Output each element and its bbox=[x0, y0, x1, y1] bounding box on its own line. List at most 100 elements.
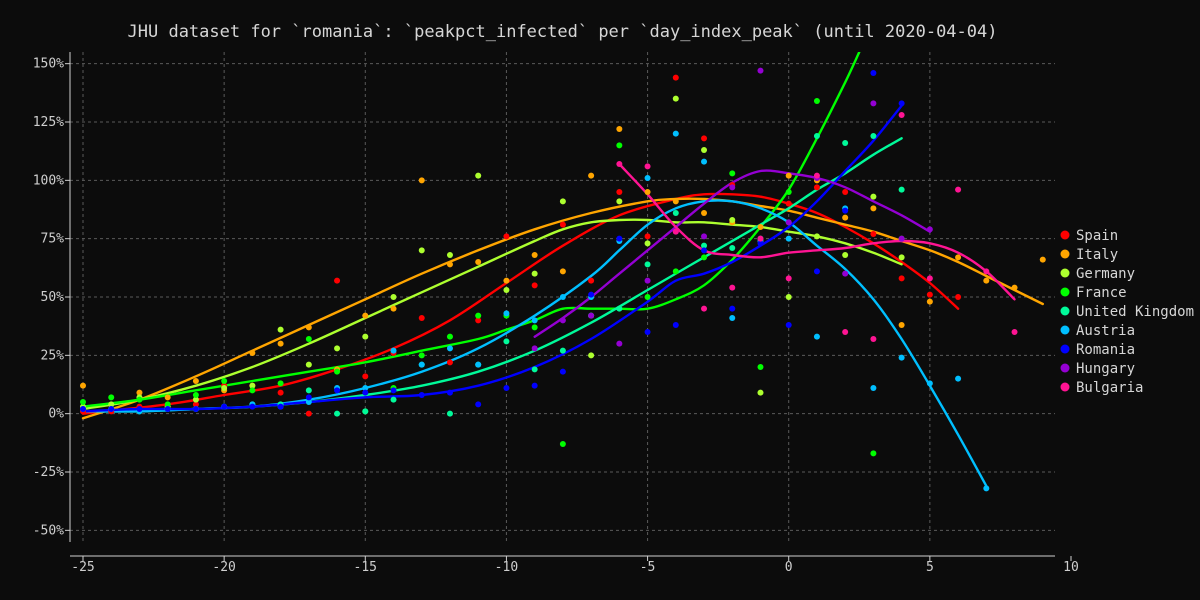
point-hungary bbox=[644, 277, 651, 284]
point-italy bbox=[531, 252, 538, 258]
point-romania bbox=[446, 389, 453, 396]
point-austria bbox=[362, 385, 369, 391]
point-romania bbox=[221, 403, 228, 410]
point-italy bbox=[305, 324, 312, 331]
point-germany bbox=[559, 198, 566, 205]
point-hungary bbox=[701, 233, 708, 240]
point-romania bbox=[503, 385, 510, 391]
trend-line-united-kingdom bbox=[81, 137, 903, 413]
point-austria bbox=[390, 347, 397, 354]
point-italy bbox=[644, 189, 651, 195]
trend-line-spain bbox=[81, 192, 960, 415]
point-united-kingdom bbox=[701, 242, 708, 249]
point-austria bbox=[813, 333, 820, 340]
point-romania bbox=[701, 247, 708, 254]
point-germany bbox=[362, 333, 369, 340]
point-germany bbox=[870, 193, 877, 200]
point-austria bbox=[898, 354, 905, 361]
point-bulgaria bbox=[672, 228, 679, 235]
point-austria bbox=[955, 375, 962, 382]
point-romania bbox=[588, 291, 595, 298]
point-france bbox=[418, 352, 425, 359]
point-spain bbox=[644, 233, 651, 240]
point-austria bbox=[446, 345, 453, 352]
point-romania bbox=[192, 406, 199, 412]
point-romania bbox=[418, 392, 425, 398]
point-italy bbox=[898, 322, 905, 328]
point-hungary bbox=[559, 317, 566, 324]
point-spain bbox=[334, 277, 341, 284]
legend-label-hungary: Hungary bbox=[1076, 361, 1135, 377]
point-germany bbox=[418, 247, 425, 254]
point-romania bbox=[108, 406, 115, 412]
point-germany bbox=[898, 254, 905, 261]
point-germany bbox=[842, 252, 849, 258]
trend-line-romania bbox=[81, 104, 903, 413]
point-romania bbox=[559, 368, 566, 375]
point-united-kingdom bbox=[334, 410, 341, 417]
point-austria bbox=[305, 399, 312, 405]
point-hungary bbox=[757, 67, 764, 74]
legend-label-france: France bbox=[1076, 285, 1127, 301]
point-italy bbox=[80, 382, 86, 389]
point-bulgaria bbox=[842, 329, 849, 335]
point-hungary bbox=[842, 270, 849, 277]
point-bulgaria bbox=[644, 163, 651, 170]
point-italy bbox=[362, 312, 369, 319]
point-germany bbox=[277, 326, 284, 333]
point-france bbox=[108, 394, 115, 401]
y-tick-label: 125% bbox=[33, 115, 64, 130]
y-tick-label: 75% bbox=[41, 232, 65, 247]
point-united-kingdom bbox=[898, 186, 905, 193]
x-tick-label: 5 bbox=[926, 560, 934, 575]
point-spain bbox=[842, 189, 849, 195]
point-romania bbox=[249, 403, 256, 410]
point-germany bbox=[616, 198, 623, 205]
y-tick-label: 50% bbox=[41, 290, 65, 305]
point-germany bbox=[672, 95, 679, 102]
point-romania bbox=[870, 70, 877, 76]
trend-line-germany bbox=[81, 218, 903, 411]
point-spain bbox=[305, 410, 312, 417]
point-united-kingdom bbox=[870, 133, 877, 139]
point-spain bbox=[277, 389, 284, 396]
point-spain bbox=[785, 200, 792, 207]
point-bulgaria bbox=[926, 275, 933, 282]
point-austria bbox=[729, 315, 736, 321]
point-italy bbox=[785, 172, 792, 179]
point-italy bbox=[701, 210, 708, 216]
x-tick-label: -20 bbox=[212, 560, 235, 575]
trend-line-austria bbox=[81, 199, 988, 488]
x-tick-label: -10 bbox=[495, 560, 518, 575]
point-spain bbox=[192, 401, 199, 408]
point-italy bbox=[418, 177, 425, 184]
y-tick-label: -50% bbox=[33, 523, 64, 538]
point-germany bbox=[249, 382, 256, 389]
point-hungary bbox=[785, 219, 792, 226]
point-austria bbox=[559, 294, 566, 300]
point-united-kingdom bbox=[531, 366, 538, 373]
point-france bbox=[531, 324, 538, 331]
legend-marker-hungary bbox=[1060, 363, 1070, 373]
point-spain bbox=[926, 291, 933, 298]
point-germany bbox=[334, 345, 341, 352]
legend-label-germany: Germany bbox=[1076, 266, 1135, 282]
point-germany bbox=[813, 233, 820, 240]
y-tick-label: 0% bbox=[48, 407, 64, 422]
point-germany bbox=[192, 396, 199, 403]
point-germany bbox=[785, 294, 792, 300]
point-germany bbox=[305, 361, 312, 368]
point-france bbox=[870, 450, 877, 457]
x-tick-label: 10 bbox=[1063, 560, 1079, 575]
point-united-kingdom bbox=[616, 305, 623, 312]
point-italy bbox=[926, 298, 933, 305]
point-germany bbox=[390, 294, 397, 300]
point-spain bbox=[531, 282, 538, 289]
point-romania bbox=[362, 389, 369, 396]
point-france bbox=[80, 399, 86, 405]
point-austria bbox=[531, 317, 538, 324]
legend-marker-romania bbox=[1060, 344, 1070, 354]
point-hungary bbox=[729, 184, 736, 191]
point-bulgaria bbox=[785, 275, 792, 282]
point-bulgaria bbox=[955, 186, 962, 193]
